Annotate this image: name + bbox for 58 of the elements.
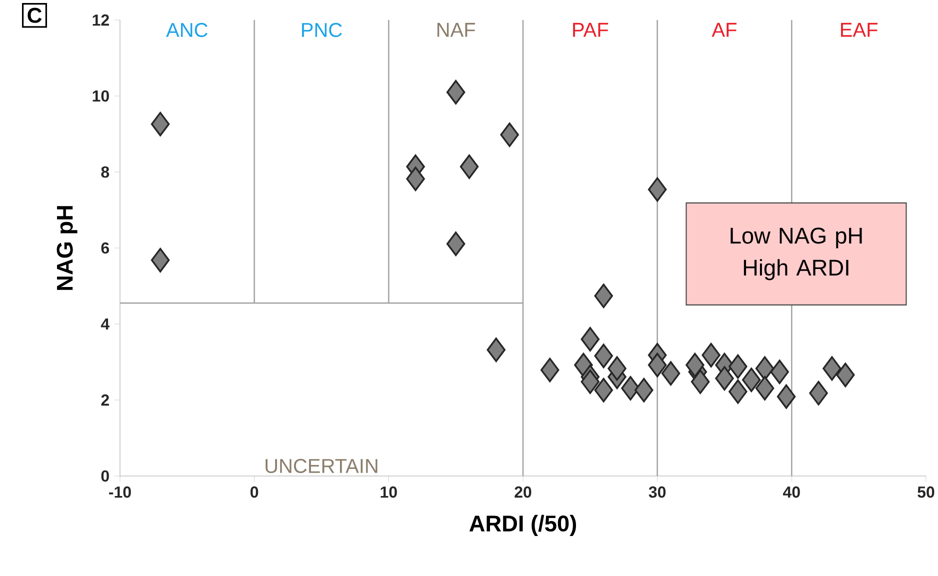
point [728,379,748,404]
point [822,356,842,381]
point [580,370,600,394]
point [690,370,710,394]
x-tick-label: -10 [109,486,131,498]
annotation: EAF [841,22,878,37]
point [621,376,640,400]
y-tick-label: 2 [101,394,109,406]
point [648,177,667,202]
point [809,380,828,406]
annotation: PAF [573,22,608,37]
x-tick-label: 0 [250,486,258,498]
annotation: AF [712,22,736,37]
point [776,384,796,409]
y-tick-label: 12 [92,14,109,26]
x-tick-label: 30 [648,486,666,498]
point [594,344,613,368]
point [594,378,613,402]
point [540,358,560,382]
point [406,166,425,192]
point [715,366,734,391]
y-axis-title: NAG pH [56,206,78,290]
y-tick-label: 6 [101,242,110,254]
x-tick-label: 50 [918,486,934,498]
point [150,112,170,136]
annotation: NAF [437,22,476,37]
x-tick-label: 20 [514,486,532,498]
y-tick-label: 4 [100,318,110,330]
point [634,378,654,402]
annotation: ANC [166,22,208,38]
point [702,342,720,368]
point [728,354,748,379]
point [460,154,479,179]
annotation: PNC [302,22,342,38]
point [486,338,506,362]
point [648,352,667,378]
annotation: UNCERTAIN [266,458,378,474]
x-axis-title: ARDI (/50) [469,514,576,536]
point [742,368,761,392]
point [755,376,774,400]
point [580,327,600,352]
point [150,248,170,272]
point [661,361,680,386]
point [836,362,855,388]
point [770,360,789,384]
x-tick-label: 10 [380,486,397,498]
x-tick-label: 40 [783,486,800,498]
point [594,284,613,308]
annotation: Low NAG pH High ARDI [730,228,862,280]
text: C [28,8,42,23]
point [446,80,466,104]
point [686,352,704,378]
point [608,356,626,381]
y-tick-label: 0 [101,470,109,482]
point [500,122,519,147]
y-tick-label: 10 [92,90,109,102]
point [446,232,466,256]
y-tick-label: 8 [101,166,110,178]
